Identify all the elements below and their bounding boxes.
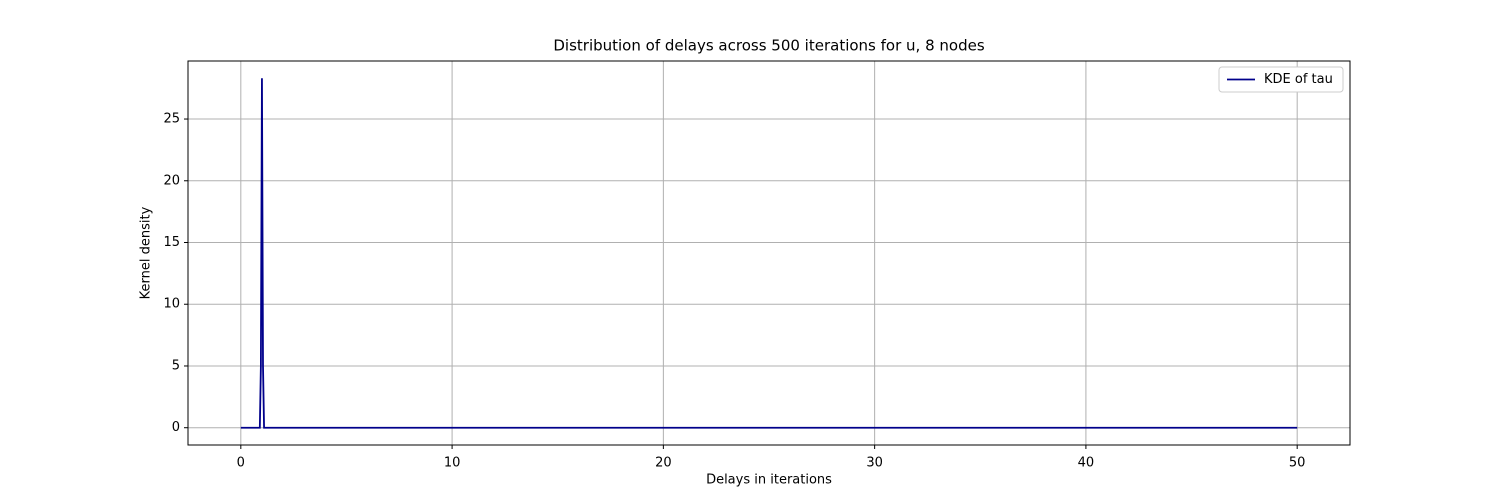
x-tick-label: 30 (866, 456, 883, 471)
y-tick-label: 5 (172, 358, 180, 373)
y-tick-label: 0 (172, 420, 180, 435)
legend-box (1218, 66, 1344, 93)
x-tick-label: 50 (1289, 456, 1306, 471)
y-tick-label: 20 (163, 173, 180, 188)
y-tick-label: 15 (163, 235, 180, 250)
y-tick-label: 25 (163, 112, 180, 127)
line (240, 78, 1298, 429)
x-tick-label: 10 (444, 456, 461, 471)
x-tick-label: 40 (1078, 456, 1095, 471)
plot-frame (187, 60, 1351, 446)
chart-title: Distribution of delays across 500 iterat… (553, 37, 984, 55)
y-axis-label: Kernel density (139, 206, 154, 299)
y-tick-label: 10 (163, 297, 180, 312)
x-axis-label: Delays in iterations (706, 473, 832, 488)
legend-label: KDE of tau (1264, 72, 1333, 87)
x-tick-label: 20 (655, 456, 672, 471)
x-tick-label: 0 (237, 456, 245, 471)
